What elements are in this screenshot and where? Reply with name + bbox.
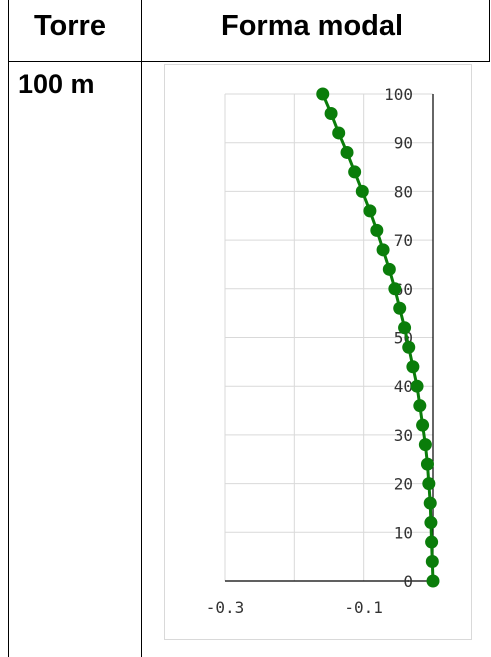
data-point <box>376 243 390 257</box>
data-point <box>410 379 424 393</box>
data-point <box>402 340 416 354</box>
data-point <box>425 555 439 569</box>
data-point <box>426 574 440 588</box>
data-point <box>424 516 438 530</box>
row-label-100m: 100 m <box>18 69 95 99</box>
data-point <box>406 360 420 374</box>
data-point <box>370 223 384 237</box>
data-point <box>332 126 346 140</box>
data-point <box>418 438 432 452</box>
data-point <box>316 87 330 101</box>
data-point <box>388 282 402 296</box>
data-point <box>425 535 439 549</box>
data-point <box>413 399 427 413</box>
data-point <box>324 106 338 120</box>
y-tick-label: 10 <box>394 523 413 542</box>
x-tick-label: -0.1 <box>344 598 383 617</box>
y-tick-label: 70 <box>394 231 413 250</box>
y-tick-label: 0 <box>403 572 413 591</box>
table-header-divider <box>8 61 490 62</box>
x-tick-label: -0.3 <box>206 598 245 617</box>
table-border-right <box>489 0 490 62</box>
data-point <box>382 262 396 276</box>
y-tick-label: 20 <box>394 475 413 494</box>
data-point <box>348 165 362 179</box>
data-point <box>416 418 430 432</box>
data-point <box>355 184 369 198</box>
header-forma-modal: Forma modal <box>221 10 404 42</box>
y-tick-label: 90 <box>394 134 413 153</box>
y-tick-label: 80 <box>394 182 413 201</box>
data-point <box>398 321 412 335</box>
data-point <box>423 496 437 510</box>
table-column-divider <box>141 0 142 657</box>
y-tick-label: 40 <box>394 377 413 396</box>
chart-area: 0 10 20 30 40 50 60 70 80 90 100 -0.3 -0.1 <box>164 64 472 640</box>
data-point <box>393 301 407 315</box>
data-point <box>340 145 354 159</box>
table-border-left <box>8 0 9 657</box>
header-torre: Torre <box>34 10 106 42</box>
y-tick-label: 100 <box>384 85 413 104</box>
data-point <box>422 477 436 491</box>
y-tick-label: 30 <box>394 426 413 445</box>
data-point <box>420 457 434 471</box>
data-point <box>363 204 377 218</box>
